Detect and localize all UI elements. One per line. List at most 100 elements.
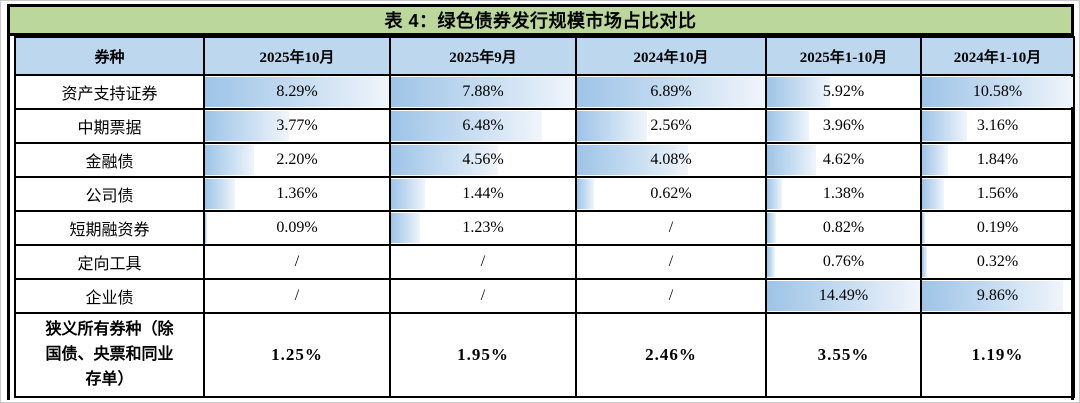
table-row: 中期票据 3.77% 6.48% 2.56% 3.96% 3.16% (14, 108, 1075, 144)
value-cell: 0.62% (575, 176, 767, 212)
value-text: 4.56% (462, 151, 504, 168)
data-bar (392, 145, 498, 175)
table-area: 券种 2025年10月 2025年9月 2024年10月 2025年1-10月 … (10, 36, 1075, 402)
value-cell: 5.92% (765, 74, 922, 110)
outer-frame: 表 4：绿色债券发行规模市场占比对比 券种 2025年10月 2025年9月 2… (7, 4, 1075, 402)
value-cell: 2.56% (575, 108, 767, 144)
table-header-row: 券种 2025年10月 2025年9月 2024年10月 2025年1-10月 … (14, 36, 1075, 76)
data-bar (768, 213, 776, 243)
value-cell: 1.44% (389, 176, 577, 212)
value-text: 8.29% (276, 83, 318, 100)
value-cell: 1.23% (389, 210, 577, 246)
summary-value-cell: 1.95% (389, 311, 577, 399)
table-row: 公司债 1.36% 1.44% 0.62% 1.38% 1.56% (14, 176, 1075, 212)
value-cell: 0.09% (203, 210, 391, 246)
value-cell: 4.08% (575, 142, 767, 178)
table-row: 金融债 2.20% 4.56% 4.08% 4.62% 1.84% (14, 142, 1075, 178)
value-cell: 1.36% (203, 176, 391, 212)
value-text: 7.88% (462, 83, 504, 100)
data-bar (923, 111, 968, 141)
value-text: 1.36% (276, 185, 318, 202)
data-bar (578, 179, 594, 209)
value-text: 0.62% (650, 185, 692, 202)
table-row: 企业债 / / / 14.49% 9.86% (14, 278, 1075, 314)
summary-value-cell: 3.55% (765, 311, 922, 399)
data-bar (392, 111, 543, 141)
data-bar (923, 179, 945, 209)
row-label: 短期融资券 (14, 210, 205, 246)
data-bar (923, 77, 1072, 107)
table-row: 资产支持证券 8.29% 7.88% 6.89% 5.92% 10.58% (14, 74, 1075, 110)
value-cell: / (575, 278, 767, 314)
data-bar (768, 111, 809, 141)
value-cell: 7.88% (389, 74, 577, 110)
value-text: 2.56% (650, 117, 692, 134)
col-header-2025-sep: 2025年9月 (389, 36, 577, 76)
value-cell: / (389, 244, 577, 280)
value-cell: 3.96% (765, 108, 922, 144)
col-header-2025-jan-oct: 2025年1-10月 (765, 36, 922, 76)
row-label: 定向工具 (14, 244, 205, 280)
col-header-2024-jan-oct: 2024年1-10月 (920, 36, 1075, 76)
value-cell: 9.86% (920, 278, 1075, 314)
value-text: 10.58% (972, 83, 1023, 100)
value-cell: 1.56% (920, 176, 1075, 212)
summary-value-cell: 2.46% (575, 311, 767, 399)
value-text: / (668, 219, 674, 236)
table-row: 短期融资券 0.09% 1.23% / 0.82% 0.19% (14, 210, 1075, 246)
value-text: 0.32% (976, 253, 1019, 270)
value-text: 0.19% (976, 219, 1019, 236)
value-text: 1.44% (462, 185, 504, 202)
value-cell: / (203, 244, 391, 280)
row-label: 中期票据 (14, 108, 205, 144)
table-title-bar: 表 4：绿色债券发行规模市场占比对比 (10, 7, 1071, 36)
value-cell: 0.32% (920, 244, 1075, 280)
row-label: 资产支持证券 (14, 74, 205, 110)
row-label: 金融债 (14, 142, 205, 178)
value-text: / (294, 287, 300, 304)
data-bar (206, 111, 289, 141)
value-cell: 3.77% (203, 108, 391, 144)
col-header-2024-oct: 2024年10月 (575, 36, 767, 76)
value-text: 4.08% (650, 151, 692, 168)
value-text: 3.16% (976, 117, 1019, 134)
value-text: / (480, 253, 486, 270)
table-body: 资产支持证券 8.29% 7.88% 6.89% 5.92% 10.58% 中期票据 3.77… (14, 74, 1075, 399)
value-cell: 2.20% (203, 142, 391, 178)
data-bar (578, 145, 689, 175)
data-bar (206, 179, 236, 209)
data-bar (923, 213, 925, 243)
summary-row: 狭义所有券种（除 国债、央票和同业 存单） 1.25% 1.95% 2.46% … (14, 311, 1075, 399)
data-bar (392, 77, 574, 107)
data-bar (578, 111, 647, 141)
data-bar (206, 145, 254, 175)
value-cell: 1.38% (765, 176, 922, 212)
value-cell: 0.76% (765, 244, 922, 280)
col-header-bond-type: 券种 (14, 36, 205, 76)
value-text: / (294, 253, 300, 270)
value-text: 0.82% (822, 219, 865, 236)
value-text: 6.48% (462, 117, 504, 134)
data-bar (206, 77, 388, 107)
value-text: 6.89% (650, 83, 692, 100)
value-text: 1.84% (976, 151, 1019, 168)
data-bar (206, 213, 208, 243)
data-bar (768, 145, 816, 175)
value-text: / (480, 287, 486, 304)
data-bar (923, 281, 1063, 311)
value-text: / (668, 287, 674, 304)
value-cell: 0.82% (765, 210, 922, 246)
row-label: 公司债 (14, 176, 205, 212)
value-text: 14.49% (818, 287, 869, 304)
value-text: 3.77% (276, 117, 318, 134)
data-bar (923, 145, 949, 175)
value-text: 4.62% (822, 151, 865, 168)
value-text: 1.23% (462, 219, 504, 236)
value-cell: / (203, 278, 391, 314)
row-label: 企业债 (14, 278, 205, 314)
value-cell: / (575, 244, 767, 280)
data-bar (768, 179, 782, 209)
value-text: 0.76% (822, 253, 865, 270)
data-bar (768, 247, 775, 277)
table-title: 表 4：绿色债券发行规模市场占比对比 (384, 11, 697, 31)
